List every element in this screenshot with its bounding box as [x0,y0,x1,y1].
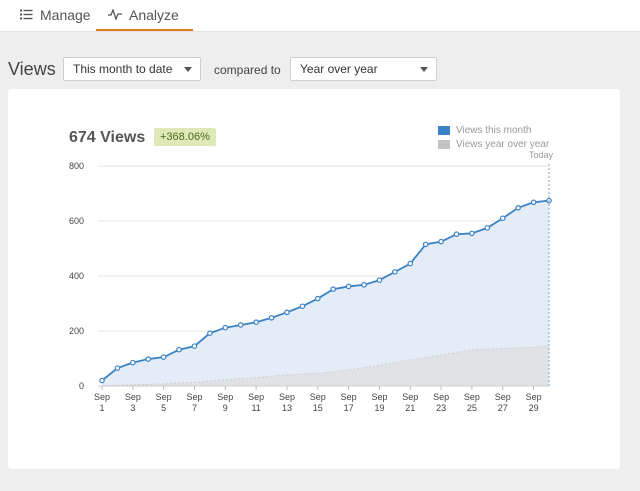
views-chart: 0200400600800Sep1Sep3Sep5Sep7Sep9Sep11Se… [69,150,554,413]
x-tick-label-day: 13 [282,403,292,413]
x-tick-label-month: Sep [526,392,542,402]
data-point-views-this-month [453,231,460,238]
caret-down-icon [420,67,428,72]
x-tick-label-day: 17 [344,403,354,413]
data-point-views-this-month [191,343,198,349]
data-point-views-this-month [469,230,475,237]
y-tick-label: 200 [69,326,84,336]
x-tick-label-month: Sep [279,392,295,402]
data-point-views-this-month [376,277,383,283]
period-select-value: This month to date [73,62,173,76]
x-tick-label-month: Sep [495,392,511,402]
views-total: 674 Views [69,129,146,146]
data-point-views-this-month [422,241,429,248]
caret-down-icon [184,67,192,72]
period-select[interactable]: This month to date [63,57,201,81]
x-tick-label-day: 9 [223,403,228,413]
data-point-views-this-month [330,286,337,293]
y-tick-label: 600 [69,216,84,226]
x-tick-label-day: 11 [251,403,260,413]
data-point-views-this-month [407,260,414,267]
x-tick-label-day: 15 [313,403,323,413]
x-tick-label-month: Sep [186,392,202,402]
data-point-views-this-month [253,319,259,326]
tab-analyze[interactable]: Analyze [96,0,193,31]
compare-select-value: Year over year [300,62,378,76]
x-tick-label-day: 1 [99,403,104,413]
y-tick-label: 0 [79,381,84,391]
area-views-this-month [102,200,549,386]
data-point-views-this-month [438,238,444,245]
data-point-views-this-month [499,215,506,222]
x-tick-label-month: Sep [341,392,357,402]
legend-label-year-over-year: Views year over year [456,138,550,150]
legend-item-this-month[interactable]: Views this month [438,123,549,137]
data-point-views-this-month [530,199,537,206]
legend-swatch-year-over-year [438,139,450,149]
page-title: Views [8,59,56,79]
compared-to-label: compared to [214,63,281,77]
x-tick-label-month: Sep [371,392,387,402]
data-point-views-this-month [237,322,244,328]
x-tick-label-month: Sep [125,392,141,402]
x-tick-label-day: 5 [161,403,166,413]
x-tick-label-month: Sep [248,392,264,402]
data-point-views-this-month [268,315,275,321]
chart-card: 674 Views +368.06% Views this month View… [8,89,620,469]
x-tick-label-month: Sep [94,392,110,402]
y-tick-label: 800 [69,161,84,171]
x-tick-label-month: Sep [217,392,233,402]
legend-swatch-this-month [438,125,450,135]
x-tick-label-day: 3 [130,403,135,413]
x-tick-label-month: Sep [156,392,172,402]
x-tick-label-month: Sep [402,392,418,402]
data-point-views-this-month [392,269,398,275]
x-tick-label-day: 19 [374,403,384,413]
data-point-views-this-month [515,205,521,211]
data-point-views-this-month [345,283,352,290]
data-point-views-this-month [176,346,182,353]
data-point-views-this-month [99,377,105,384]
chart-legend: Views this month Views year over year [438,123,549,151]
x-tick-label-day: 25 [467,403,477,413]
data-point-views-this-month [299,303,306,310]
list-icon [20,9,33,20]
x-tick-label-day: 29 [529,403,539,413]
data-point-views-this-month [114,365,121,371]
legend-item-year-over-year[interactable]: Views year over year [438,137,549,151]
data-point-views-this-month [145,356,152,362]
tab-manage[interactable]: Manage [20,0,91,29]
compare-select[interactable]: Year over year [290,57,437,81]
filter-bar: Views This month to date compared to Yea… [0,57,640,83]
data-point-views-this-month [314,295,321,302]
data-point-views-this-month [284,309,290,316]
x-tick-label-month: Sep [433,392,449,402]
x-tick-label-day: 21 [405,403,415,413]
data-point-views-this-month [361,282,367,288]
tab-analyze-label: Analyze [129,6,179,23]
pulse-icon [108,9,122,20]
tab-manage-label: Manage [40,6,91,23]
data-point-views-this-month [484,225,491,231]
today-marker-label: Today [529,150,554,160]
x-tick-label-day: 23 [436,403,446,413]
top-nav: Manage Analyze [0,0,640,32]
x-tick-label-month: Sep [310,392,326,402]
data-point-views-this-month [222,324,229,331]
x-tick-label-day: 27 [498,403,508,413]
data-point-views-this-month [160,354,167,360]
data-point-views-this-month [130,359,136,366]
legend-label-this-month: Views this month [456,124,532,136]
change-badge: +368.06% [154,128,216,146]
y-tick-label: 400 [69,271,84,281]
data-point-views-this-month [207,330,213,337]
x-tick-label-month: Sep [464,392,480,402]
x-tick-label-day: 7 [192,403,197,413]
